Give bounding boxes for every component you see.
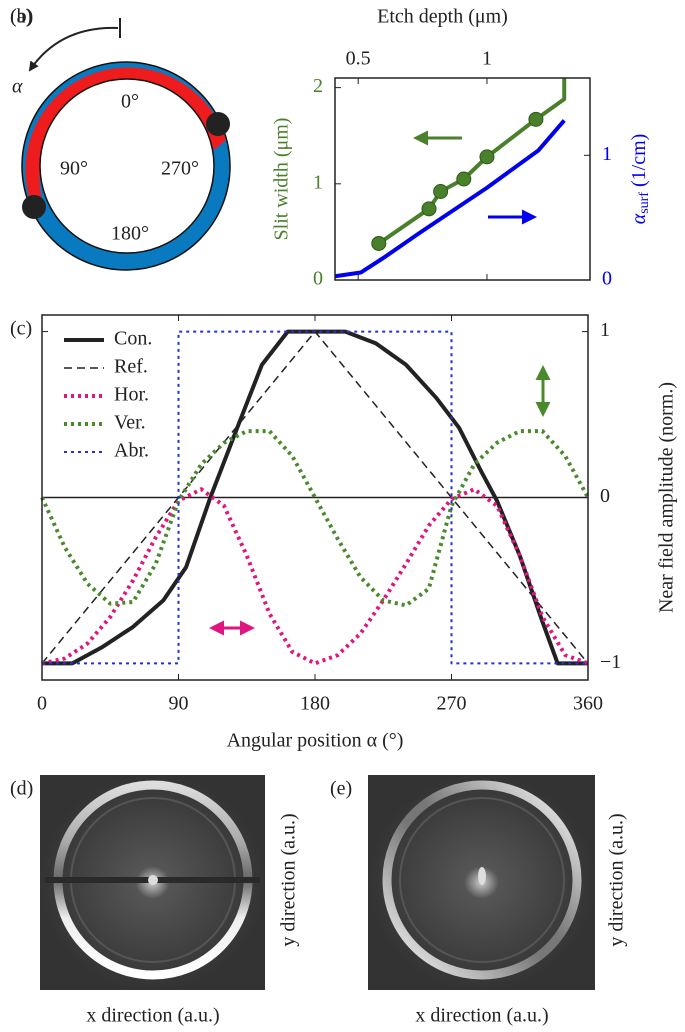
- y2-label-subscript: surf: [637, 192, 652, 214]
- y-tick-label: 1: [602, 143, 612, 165]
- angle-label: 180°: [111, 223, 149, 245]
- x-tick-label: 270: [437, 693, 467, 715]
- image-center: [148, 875, 158, 885]
- y-tick-label: 1: [600, 319, 610, 341]
- y-tick-label: 0: [600, 485, 610, 507]
- y-label: Near field amplitude (norm.): [656, 382, 678, 613]
- x-tick-label: 180: [300, 693, 330, 715]
- rotation-arrow: [28, 26, 119, 72]
- series-line: [334, 119, 566, 279]
- legend-label: Ver.: [114, 412, 146, 434]
- series-line: [42, 329, 588, 666]
- panel-label: (c): [10, 318, 32, 340]
- y2-label: αsurf (1/cm): [628, 134, 653, 225]
- alpha-label: α: [12, 76, 23, 98]
- ring-diagram: (a) α 0° 90° 270° 180°: [10, 6, 231, 271]
- y2-label-unit: (1/cm): [628, 134, 650, 192]
- dot: [206, 112, 230, 136]
- image-d: (d) x direction (a.u.) y direction (a.u.…: [10, 775, 300, 1027]
- panel-label: (a): [10, 6, 32, 28]
- inner-circle: [39, 78, 215, 254]
- panel-label: (b): [10, 6, 33, 28]
- angle-label: 0°: [121, 91, 139, 113]
- legend-label: Hor.: [114, 384, 149, 406]
- y-tick-label: 1: [313, 171, 323, 193]
- y-tick-label: 0: [313, 268, 323, 290]
- image-center: [478, 867, 486, 885]
- x-tick-label: 0: [37, 693, 47, 715]
- x-label: x direction (a.u.): [415, 1005, 548, 1027]
- image-ring: [399, 797, 565, 963]
- y-label: Slit width (μm): [271, 118, 293, 241]
- legend-label: Ref.: [114, 356, 148, 378]
- x-tick-label: 90: [169, 693, 189, 715]
- legend-label: Con.: [114, 328, 152, 350]
- y2-label-symbol: α: [628, 213, 650, 224]
- series-line: [41, 487, 589, 666]
- marker: [456, 171, 472, 187]
- series-line: [42, 330, 588, 665]
- panel-label: (d): [10, 778, 33, 800]
- panel-label: (e): [330, 778, 352, 800]
- dot: [22, 195, 46, 219]
- series-line: [40, 429, 590, 608]
- y-tick-label: 2: [313, 75, 323, 97]
- marker: [528, 111, 544, 127]
- y-label: y direction (a.u.): [278, 813, 300, 946]
- marker: [433, 184, 449, 200]
- x-tick-label: 1: [482, 48, 492, 70]
- plot-frame: [334, 77, 591, 281]
- angle-label: 90°: [60, 158, 88, 180]
- image-e: (e) x direction (a.u.) y direction (a.u.…: [330, 775, 628, 1027]
- y-label: y direction (a.u.): [606, 813, 628, 946]
- marker: [371, 235, 387, 251]
- marker: [421, 201, 437, 217]
- x-label: x direction (a.u.): [86, 1005, 219, 1027]
- y-tick-label: −1: [600, 651, 621, 673]
- marker: [479, 149, 495, 165]
- series-line: [377, 78, 567, 246]
- x-tick-label: 360: [573, 693, 603, 715]
- angle-label: 270°: [161, 158, 199, 180]
- axis-title: Etch depth (μm): [377, 6, 508, 28]
- x-tick-label: 0.5: [346, 48, 371, 70]
- y-tick-label: 0: [602, 268, 612, 290]
- image-ring: [382, 780, 582, 980]
- plot-frame: [41, 314, 589, 681]
- x-label: Angular position α (°): [227, 730, 404, 752]
- legend-label: Abr.: [114, 440, 149, 462]
